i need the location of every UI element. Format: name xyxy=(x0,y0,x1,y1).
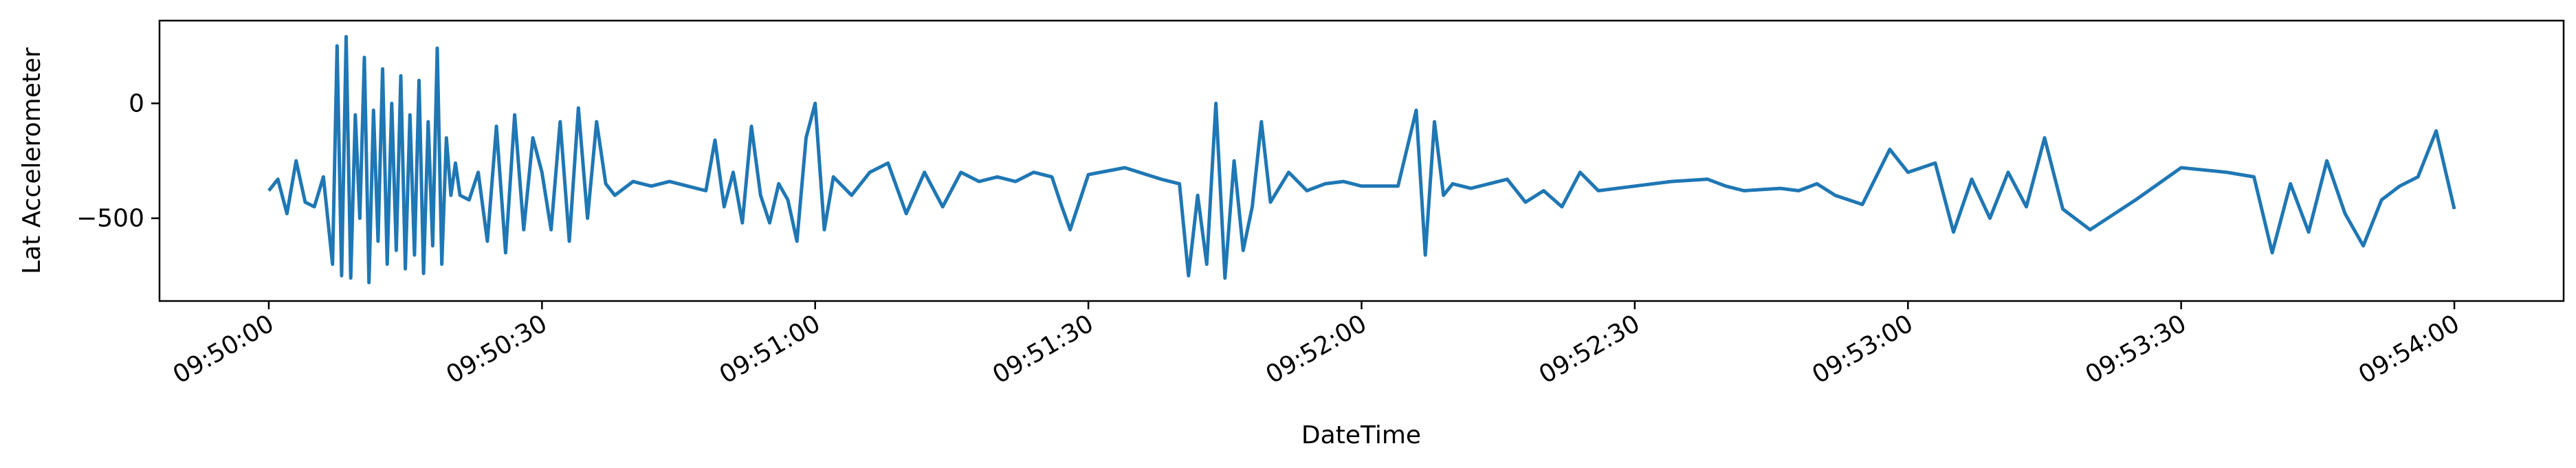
x-tick-label: 09:53:00 xyxy=(1807,309,1918,389)
y-axis-title: Lat Accelerometer xyxy=(18,47,46,274)
y-tick-label: 0 xyxy=(129,89,144,118)
x-axis-title: DateTime xyxy=(1301,421,1421,449)
plot-frame xyxy=(158,19,2565,302)
series-line-layer xyxy=(267,34,2456,285)
x-tick-label: 09:52:30 xyxy=(1534,309,1645,389)
y-tick-label: −500 xyxy=(76,205,144,233)
series-line-0 xyxy=(267,34,2456,285)
x-tick-label: 09:51:00 xyxy=(715,309,826,389)
y-axis: 0 −500 xyxy=(76,89,159,233)
x-tick-label: 09:51:30 xyxy=(988,309,1099,389)
x-tick-label: 09:53:30 xyxy=(2081,309,2192,389)
x-tick-label: 09:52:00 xyxy=(1261,309,1372,389)
x-tick-label: 09:50:00 xyxy=(168,309,279,389)
x-axis: 09:50:00 09:50:30 09:51:00 09:51:30 09:52:00… xyxy=(168,301,2465,390)
x-tick-label: 09:50:30 xyxy=(441,309,552,389)
x-tick-label: 09:54:00 xyxy=(2354,309,2465,389)
